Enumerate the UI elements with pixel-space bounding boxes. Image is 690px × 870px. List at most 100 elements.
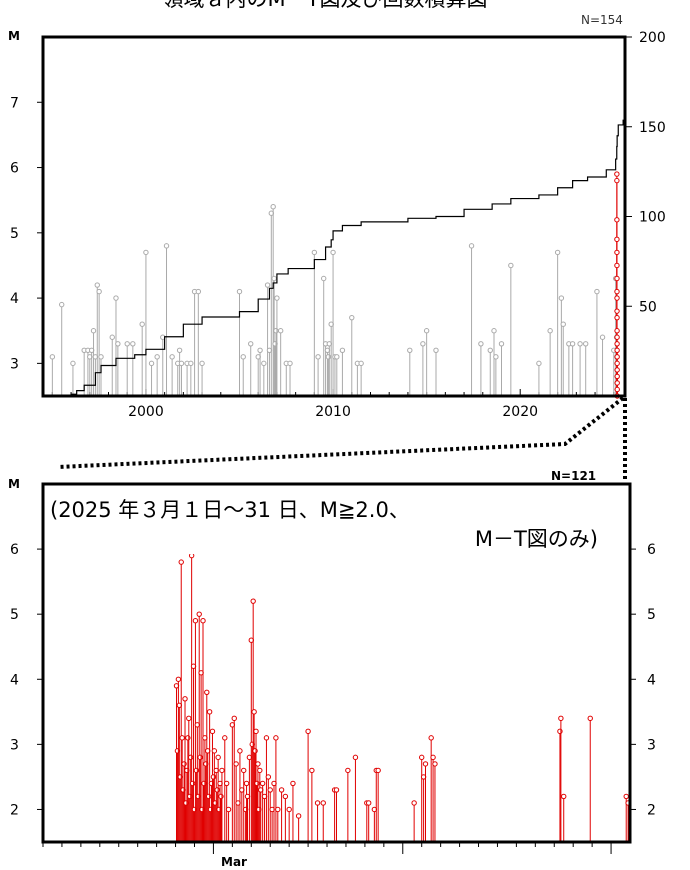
mt-point xyxy=(267,787,273,793)
mt-point xyxy=(623,793,629,800)
mt-point xyxy=(241,767,247,774)
mt-point xyxy=(109,334,115,340)
x-tick-label: 2020 xyxy=(502,404,538,420)
mt-point xyxy=(411,800,417,806)
note-line-2: M－T図のみ) xyxy=(475,527,598,551)
mt-point xyxy=(561,793,567,800)
mt-point xyxy=(314,800,321,806)
mt-point xyxy=(233,761,239,767)
top-plot-area: 2000 2010 2020 3 4 5 6 7 50 100 150 200 xyxy=(10,30,666,420)
x-tick-label: 2010 xyxy=(315,404,351,420)
y-tick-label: 5 xyxy=(10,226,19,242)
mt-point xyxy=(273,328,279,334)
mt-point xyxy=(225,806,232,813)
y-tick-label: 4 xyxy=(10,672,19,688)
mt-point-recent xyxy=(614,171,620,177)
mt-point-recent xyxy=(614,262,620,269)
mt-point xyxy=(143,249,149,256)
mt-point-recent xyxy=(614,314,620,321)
y-axis-label-bottom: M xyxy=(8,477,20,491)
y-tick-label: 4 xyxy=(10,291,19,307)
mt-point xyxy=(375,767,381,774)
note-background xyxy=(48,488,628,554)
mt-point xyxy=(270,204,276,210)
mt-point xyxy=(49,354,56,360)
mt-point xyxy=(508,262,514,269)
mt-point xyxy=(560,321,566,327)
mt-point xyxy=(223,780,230,787)
mt-point-recent xyxy=(614,386,620,393)
mt-point xyxy=(215,754,221,761)
mt-point xyxy=(432,761,438,767)
mt-point xyxy=(430,754,436,761)
mt-point xyxy=(196,611,202,617)
mt-point xyxy=(423,328,430,334)
mt-point-recent xyxy=(614,347,620,354)
mt-point xyxy=(558,715,564,722)
mt-point xyxy=(420,341,426,347)
note-line-1: (2025 年３月１日～31 日、M≧2.0、 xyxy=(50,498,410,522)
mt-point-recent xyxy=(614,249,620,256)
mt-point xyxy=(236,288,243,295)
cumulative-count-line xyxy=(44,119,624,397)
mt-point xyxy=(315,354,321,360)
mt-point xyxy=(115,341,121,347)
y2-tick-label: 4 xyxy=(647,672,656,688)
mt-point xyxy=(339,347,346,354)
mt-point xyxy=(124,341,130,347)
mt-point xyxy=(433,347,439,354)
mt-point xyxy=(594,288,600,295)
mt-point xyxy=(330,249,336,256)
mt-point-recent xyxy=(614,380,620,386)
mt-point-recent xyxy=(614,177,620,184)
mt-point xyxy=(334,354,340,360)
mt-point xyxy=(305,728,311,735)
mt-point xyxy=(493,354,499,360)
y-tick-label: 6 xyxy=(10,542,19,558)
mt-point xyxy=(345,767,351,774)
mt-point-recent xyxy=(614,328,620,334)
mt-point xyxy=(59,301,65,308)
mt-point xyxy=(257,347,263,354)
mt-point xyxy=(587,715,593,722)
mt-point xyxy=(169,354,175,360)
mt-point xyxy=(219,767,225,774)
mt-point xyxy=(250,598,256,604)
mt-point xyxy=(290,780,296,787)
mt-point xyxy=(179,735,185,741)
y2-tick-label: 6 xyxy=(647,542,656,558)
mt-point xyxy=(163,243,170,249)
mt-point xyxy=(265,774,272,780)
mt-point xyxy=(583,341,589,347)
mt-point xyxy=(263,735,270,741)
y2-tick-label: 3 xyxy=(647,737,656,753)
y-axis-label-top: M xyxy=(8,29,20,43)
y-tick-label: 2 xyxy=(10,802,19,818)
mt-point xyxy=(468,243,475,249)
top-plot-frame xyxy=(41,35,627,398)
zoom-connector-line xyxy=(57,396,625,469)
mt-point xyxy=(274,295,280,301)
mt-point xyxy=(178,360,185,367)
mt-point-recent xyxy=(614,341,620,347)
mt-point xyxy=(419,754,425,761)
mt-point xyxy=(253,728,259,735)
mt-point xyxy=(309,767,315,774)
mt-point xyxy=(422,761,429,767)
mt-point xyxy=(113,295,119,301)
mt-point xyxy=(558,295,565,301)
mt-point-recent xyxy=(614,373,620,380)
y2-tick-label: 150 xyxy=(639,120,666,136)
mt-point xyxy=(130,341,136,347)
mt-point-recent xyxy=(614,217,620,223)
mt-point xyxy=(407,347,413,354)
mt-point xyxy=(311,249,318,256)
mt-point xyxy=(358,360,364,367)
y-tick-label: 6 xyxy=(10,161,19,177)
mt-point xyxy=(257,767,263,774)
y-tick-label: 7 xyxy=(10,95,19,111)
mt-point-recent xyxy=(614,236,620,243)
mt-point xyxy=(271,275,277,282)
mt-point xyxy=(275,806,281,813)
